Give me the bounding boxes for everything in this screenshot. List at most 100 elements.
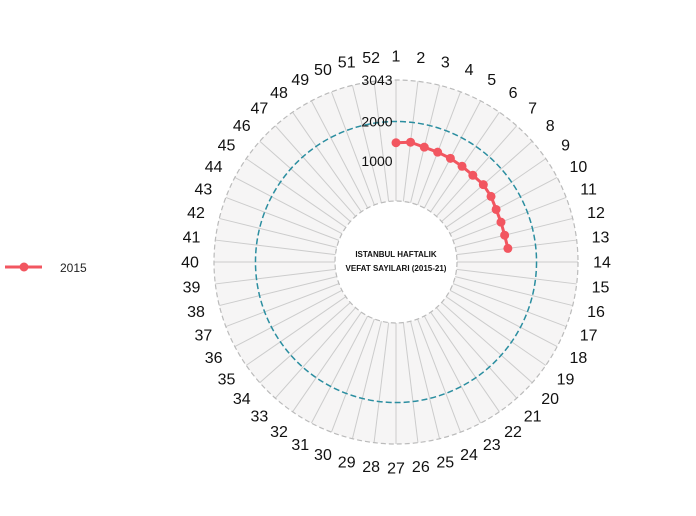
angular-gridline	[445, 296, 547, 366]
week-label: 1	[392, 49, 401, 66]
data-point	[445, 153, 455, 163]
angular-gridline	[455, 217, 573, 248]
week-label: 19	[557, 372, 575, 389]
angular-gridline	[219, 276, 337, 307]
angular-gridline	[245, 158, 347, 228]
week-label: 28	[362, 459, 380, 476]
week-label: 26	[412, 459, 430, 476]
series-layer	[391, 137, 513, 253]
week-label: 5	[487, 72, 496, 89]
angular-gridline	[310, 100, 369, 209]
angular-gridline	[449, 176, 558, 235]
outer-ring	[213, 79, 579, 445]
angular-gridline	[310, 315, 369, 424]
chart-title-line-1: ISTANBUL HAFTALIK	[355, 250, 437, 259]
week-label: 18	[570, 350, 588, 367]
angular-gridline	[452, 196, 567, 241]
week-label: 37	[194, 328, 212, 345]
week-label: 2	[416, 50, 425, 67]
week-label: 30	[314, 447, 332, 464]
week-label: 51	[338, 54, 356, 71]
angular-gridline	[441, 140, 533, 222]
angular-gridline	[402, 322, 419, 443]
angular-gridline	[410, 321, 441, 439]
angular-gridline	[292, 311, 362, 413]
angular-gridline	[423, 315, 482, 424]
week-label: 12	[587, 205, 605, 222]
angular-gridline	[225, 283, 340, 328]
week-label: 32	[270, 424, 288, 441]
angular-gridline	[351, 85, 382, 203]
data-point	[457, 161, 467, 171]
week-label: 47	[250, 100, 268, 117]
week-label: 17	[580, 328, 598, 345]
data-point	[486, 191, 496, 201]
radial-tick-label: 2000	[361, 113, 392, 129]
angular-gridline	[430, 311, 500, 413]
week-label: 36	[205, 350, 223, 367]
week-label: 16	[587, 304, 605, 321]
week-label: 38	[187, 304, 205, 321]
angular-gridline	[449, 289, 558, 348]
week-label: 31	[291, 437, 309, 454]
angular-gridline	[292, 111, 362, 213]
week-label: 49	[291, 72, 309, 89]
week-label: 35	[218, 372, 236, 389]
plot-background-annulus	[214, 80, 578, 444]
data-point	[468, 170, 478, 180]
week-label: 15	[592, 279, 610, 296]
data-point	[419, 142, 429, 152]
week-label: 46	[233, 118, 251, 135]
week-label: 14	[593, 255, 611, 272]
reference-circle-2000	[254, 120, 538, 404]
angular-gridline	[456, 268, 577, 285]
angular-gridlines	[214, 80, 578, 444]
angular-gridline	[225, 196, 340, 241]
week-label: 13	[592, 230, 610, 247]
angular-gridline	[441, 302, 533, 384]
angular-gridline	[215, 239, 336, 256]
week-label: 45	[218, 137, 236, 154]
week-label: 27	[387, 461, 405, 478]
angular-gridline	[245, 296, 347, 366]
angular-gridline	[456, 239, 577, 256]
week-label: 23	[483, 437, 501, 454]
inner-ring	[334, 200, 458, 324]
week-label: 20	[541, 391, 559, 408]
data-point	[500, 230, 510, 240]
week-label: 41	[183, 230, 201, 247]
week-label: 3	[441, 54, 450, 71]
data-point	[496, 217, 506, 227]
angular-gridline	[436, 125, 518, 217]
angular-gridline	[234, 176, 343, 235]
chart-title: ISTANBUL HAFTALIK VEFAT SAYILARI (2015-2…	[346, 250, 447, 273]
angular-gridline	[330, 91, 375, 206]
legend-marker-2015	[19, 262, 29, 272]
angular-gridline	[445, 158, 547, 228]
angular-gridline	[436, 307, 518, 399]
week-label: 50	[314, 62, 332, 79]
week-label: 6	[509, 85, 518, 102]
angular-gridline	[274, 125, 356, 217]
week-label: 39	[183, 279, 201, 296]
angular-gridline	[274, 307, 356, 399]
chart-title-line-2: VEFAT SAYILARI (2015-21)	[346, 264, 447, 273]
week-label: 8	[546, 118, 555, 135]
week-label: 24	[460, 447, 478, 464]
reference-circle	[254, 120, 538, 404]
angular-gridline	[373, 81, 390, 202]
angular-gridline	[455, 276, 573, 307]
week-label: 52	[362, 50, 380, 67]
radial-tick-label: 1000	[361, 153, 392, 169]
week-label: 48	[270, 85, 288, 102]
data-point	[391, 138, 401, 148]
angular-gridline	[373, 322, 390, 443]
angular-gridline	[417, 318, 462, 433]
week-label: 33	[250, 409, 268, 426]
angular-gridline	[215, 268, 336, 285]
data-point	[503, 243, 513, 253]
week-label: 42	[187, 205, 205, 222]
angular-gridline	[259, 302, 351, 384]
week-label: 21	[524, 409, 542, 426]
